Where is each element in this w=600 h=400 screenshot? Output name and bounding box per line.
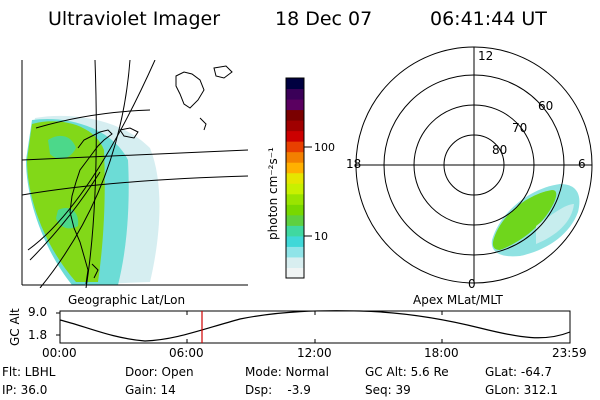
- timeline-x-2359: 23:59: [552, 346, 587, 360]
- polar-mlat-mlt-panel: 12 18 6 0 60 70 80: [346, 46, 593, 291]
- mlat-label-70: 70: [512, 121, 527, 135]
- status-glat: GLat: -64.7: [485, 365, 552, 379]
- mlt-label-6: 6: [578, 157, 586, 171]
- colorbar-swatch: [286, 214, 304, 226]
- timeline-y-max: 9.0: [28, 305, 48, 319]
- status-glon: GLon: 312.1: [485, 383, 558, 397]
- polar-aurora-edge: [536, 204, 574, 244]
- colorbar-swatch: [286, 151, 304, 163]
- altitude-curve: [59, 310, 571, 342]
- status-door: Door: Open: [125, 365, 194, 379]
- geo-aurora-green-band: [27, 121, 105, 283]
- timeline-y-min: 1.8: [28, 328, 48, 342]
- polar-aurora-inner: [492, 190, 557, 250]
- colorbar-label-10: 10: [314, 230, 328, 243]
- status-gain: Gain: 14: [125, 383, 176, 397]
- status-flt: Flt: LBHL: [2, 365, 56, 379]
- polar-panel-caption: Apex MLat/MLT: [413, 293, 503, 307]
- timeline-x-0000: 00:00: [42, 346, 77, 360]
- timeline-x-1200: 12:00: [297, 346, 332, 360]
- observation-date: 18 Dec 07: [275, 8, 373, 30]
- colorbar-swatch: [286, 235, 304, 247]
- status-gc-alt: GC Alt: 5.6 Re: [365, 365, 449, 379]
- colorbar-label-100: 100: [314, 141, 335, 154]
- colorbar-swatch: [286, 162, 304, 174]
- colorbar-swatch: [286, 130, 304, 142]
- geo-coastlines: [69, 65, 233, 285]
- colorbar-swatch: [286, 183, 304, 195]
- colorbar-swatch: [286, 172, 304, 184]
- geo-grid-lines: [22, 60, 248, 288]
- colorbar-swatch: [286, 246, 304, 258]
- timeline-frame: [59, 310, 571, 344]
- colorbar-swatch: [286, 225, 304, 237]
- mlat-label-60: 60: [538, 99, 553, 113]
- colorbar-swatch: [286, 78, 304, 90]
- timeline-x-1800: 18:00: [424, 346, 459, 360]
- colorbar-swatch: [286, 120, 304, 132]
- colorbar-swatch: [286, 99, 304, 111]
- colorbar-swatch: [286, 109, 304, 121]
- colorbar-swatch: [286, 256, 304, 268]
- colorbar-frame: [285, 77, 305, 279]
- colorbar: 100 10 photon cm⁻²s⁻¹: [266, 77, 335, 279]
- polar-grid: [355, 46, 593, 284]
- orbit-timeline-plot: GC Alt: [8, 308, 571, 346]
- mlt-label-0: 0: [468, 277, 476, 291]
- timeline-y-label: GC Alt: [8, 308, 22, 346]
- timeline-ticks: [56, 311, 571, 343]
- mlat-label-80: 80: [492, 143, 507, 157]
- colorbar-unit-label: photon cm⁻²s⁻¹: [266, 147, 280, 240]
- status-ip: IP: 36.0: [2, 383, 48, 397]
- colorbar-swatch: [286, 193, 304, 205]
- colorbar-swatch: [286, 141, 304, 153]
- timeline-x-0600: 06:00: [169, 346, 204, 360]
- status-seq: Seq: 39: [365, 383, 411, 397]
- instrument-title: Ultraviolet Imager: [48, 8, 221, 30]
- geographic-map-panel: [21, 60, 248, 288]
- mlt-label-12: 12: [478, 49, 493, 63]
- colorbar-swatch: [286, 88, 304, 100]
- status-mode: Mode: Normal: [245, 365, 329, 379]
- geo-aurora-teal-patches: [48, 135, 79, 229]
- mlt-label-18: 18: [346, 157, 361, 171]
- status-dsp: Dsp: -3.9: [245, 383, 311, 397]
- colorbar-swatch: [286, 267, 304, 279]
- observation-time: 06:41:44 UT: [430, 8, 547, 30]
- geo-panel-caption: Geographic Lat/Lon: [68, 293, 186, 307]
- colorbar-swatch: [286, 204, 304, 216]
